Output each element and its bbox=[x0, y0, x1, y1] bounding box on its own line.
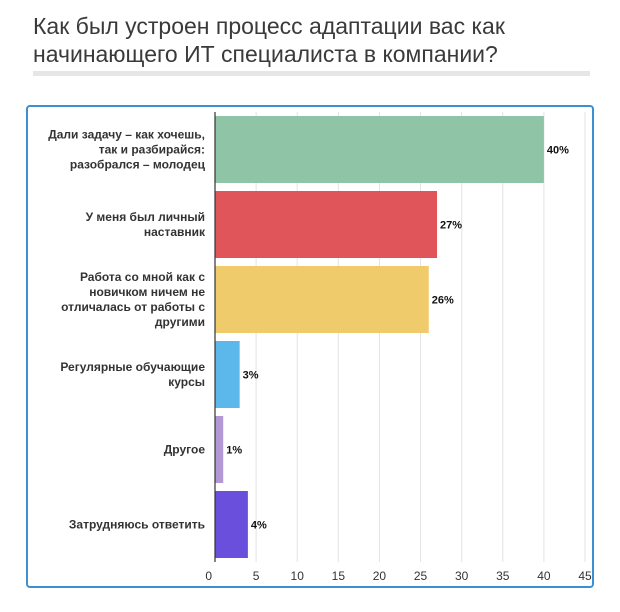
x-tick-label: 5 bbox=[253, 569, 260, 583]
category-label: Регулярные обучающие курсы bbox=[60, 360, 205, 389]
value-label: 4% bbox=[251, 520, 267, 532]
category-label-line: Затрудняюсь ответить bbox=[69, 518, 205, 532]
value-label: 40% bbox=[547, 145, 569, 157]
value-label: 1% bbox=[226, 445, 242, 457]
bar bbox=[215, 191, 437, 258]
bar bbox=[215, 341, 240, 408]
category-label: Другое bbox=[164, 443, 206, 457]
category-label-line: Дали задачу – как хочешь, bbox=[48, 128, 205, 142]
title-divider bbox=[33, 71, 590, 76]
x-tick-label: 15 bbox=[332, 569, 346, 583]
category-label: Затрудняюсь ответить bbox=[69, 518, 205, 532]
bar bbox=[215, 266, 429, 333]
category-label-line: курсы bbox=[168, 375, 205, 389]
category-label-line: разобрался – молодец bbox=[70, 158, 206, 172]
category-label-line: так и разбирайся: bbox=[99, 143, 205, 157]
bar bbox=[215, 491, 248, 558]
question-title: Как был устроен процесс адаптации вас ка… bbox=[33, 13, 505, 67]
value-label: 27% bbox=[440, 220, 462, 232]
category-label: Дали задачу – как хочешь, так и разбирайс… bbox=[48, 128, 205, 172]
value-label: 3% bbox=[243, 370, 259, 382]
x-tick-label: 20 bbox=[373, 569, 387, 583]
category-label: У меня был личный наставник bbox=[86, 210, 206, 239]
category-label-line: другими bbox=[155, 315, 205, 329]
category-label-line: Другое bbox=[164, 443, 206, 457]
category-label-line: отличалась от работы с bbox=[61, 300, 205, 314]
chart-frame bbox=[26, 105, 594, 588]
category-label-line: Работа со мной как с bbox=[80, 270, 205, 284]
bar bbox=[215, 116, 544, 183]
x-tick-label: 45 bbox=[578, 569, 592, 583]
category-label-line: наставник bbox=[144, 225, 206, 239]
category-label: Работа со мной как с новичком ничем не отл… bbox=[61, 270, 205, 329]
x-tick-label: 30 bbox=[455, 569, 469, 583]
category-label-line: Регулярные обучающие bbox=[60, 360, 205, 374]
category-label-line: У меня был личный bbox=[86, 210, 205, 224]
x-tick-label: 10 bbox=[291, 569, 305, 583]
category-label-line: новичком ничем не bbox=[89, 285, 205, 299]
x-tick-label: 25 bbox=[414, 569, 428, 583]
bar bbox=[215, 416, 224, 483]
x-tick-label: 40 bbox=[537, 569, 551, 583]
x-tick-label: 0 bbox=[205, 569, 212, 583]
value-label: 26% bbox=[432, 295, 454, 307]
x-tick-label: 35 bbox=[496, 569, 510, 583]
